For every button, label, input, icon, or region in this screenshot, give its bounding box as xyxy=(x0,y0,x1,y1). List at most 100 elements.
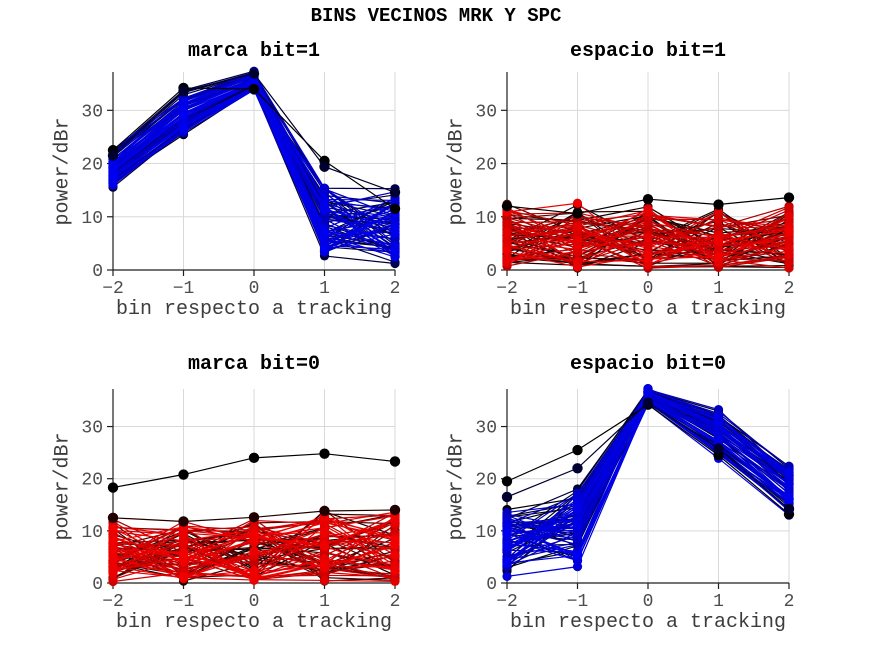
x-tick-label: −2 xyxy=(496,279,518,299)
data-marker xyxy=(572,520,583,530)
data-marker xyxy=(319,521,330,531)
data-marker xyxy=(572,208,583,219)
data-marker xyxy=(178,85,189,97)
subplot-marca-bit0: 0 10 20 30 −2 −1 0 1 2 xyxy=(81,389,400,612)
data-marker xyxy=(178,516,189,527)
data-marker xyxy=(249,535,259,545)
data-marker xyxy=(319,558,330,569)
data-marker xyxy=(108,569,118,579)
subplot-espacio-bit0: 0 10 20 30 −2 −1 0 1 2 xyxy=(475,384,794,612)
data-marker xyxy=(178,547,189,557)
data-marker xyxy=(178,557,189,567)
data-marker xyxy=(248,68,260,79)
y-tick-label: 20 xyxy=(475,471,497,491)
y-axis-label: power/dBr xyxy=(51,116,75,226)
data-marker xyxy=(713,199,724,210)
x-tick-label: 2 xyxy=(784,279,795,299)
y-tick-label: 20 xyxy=(475,156,497,176)
data-marker xyxy=(502,219,512,229)
x-tick-label: 1 xyxy=(319,279,330,299)
data-marker xyxy=(108,524,118,534)
data-marker xyxy=(643,232,653,242)
data-marker xyxy=(643,254,653,264)
data-marker xyxy=(390,576,400,586)
data-marker xyxy=(783,503,795,515)
data-marker xyxy=(713,207,724,217)
data-marker xyxy=(713,222,724,232)
data-marker xyxy=(784,244,794,254)
data-marker xyxy=(390,565,400,576)
data-marker xyxy=(572,235,583,246)
x-tick-label: 0 xyxy=(249,592,260,612)
data-marker xyxy=(107,150,119,161)
data-marker xyxy=(319,448,330,459)
x-tick-label: 0 xyxy=(249,279,260,299)
subplot-title-marca-bit1: marca bit=1 xyxy=(187,40,321,63)
data-marker xyxy=(390,535,400,545)
data-marker xyxy=(642,194,654,205)
y-tick-label: 30 xyxy=(475,102,497,122)
data-marker xyxy=(249,573,259,584)
y-tick-label: 0 xyxy=(92,262,103,282)
subplot-espacio-bit1: 0 10 20 30 −2 −1 0 1 2 xyxy=(475,72,794,299)
data-marker xyxy=(572,221,583,231)
data-marker xyxy=(178,534,189,544)
data-marker xyxy=(501,476,513,487)
y-axis-label-wrap: power/dBr xyxy=(442,389,472,583)
x-tick-label: −1 xyxy=(173,592,195,612)
x-tick-label: −2 xyxy=(102,279,124,299)
data-marker xyxy=(643,217,653,227)
data-marker xyxy=(249,546,259,556)
y-tick-label: 0 xyxy=(486,262,497,282)
data-marker xyxy=(390,246,400,256)
data-marker xyxy=(643,206,653,217)
x-axis-label: bin respecto a tracking xyxy=(509,611,787,634)
data-marker xyxy=(713,215,724,225)
y-tick-label: 10 xyxy=(475,209,497,229)
data-marker xyxy=(572,444,583,456)
data-marker xyxy=(178,122,189,132)
x-tick-label: 0 xyxy=(643,592,654,612)
data-marker xyxy=(713,251,724,262)
data-marker xyxy=(502,558,512,568)
data-marker xyxy=(319,214,330,224)
x-tick-label: −1 xyxy=(173,279,195,299)
data-marker xyxy=(389,456,401,467)
y-axis-label-wrap: power/dBr xyxy=(442,72,472,270)
data-marker xyxy=(502,256,512,266)
data-marker xyxy=(784,227,794,237)
data-marker xyxy=(784,467,794,478)
y-tick-label: 10 xyxy=(475,523,497,543)
x-axis-label: bin respecto a tracking xyxy=(115,298,393,321)
data-marker xyxy=(502,571,512,581)
data-marker xyxy=(178,110,189,120)
data-marker xyxy=(784,202,794,212)
data-marker xyxy=(319,541,330,551)
y-tick-label: 10 xyxy=(81,209,103,229)
data-marker xyxy=(713,416,724,426)
data-marker xyxy=(248,83,260,95)
data-marker xyxy=(319,528,330,538)
subplot-title-espacio-bit0: espacio bit=0 xyxy=(569,353,727,376)
subplot-title-marca-bit0: marca bit=0 xyxy=(187,353,321,376)
data-marker xyxy=(572,527,583,537)
x-axis-label: bin respecto a tracking xyxy=(115,611,393,634)
data-marker xyxy=(784,480,794,490)
data-marker xyxy=(501,491,513,503)
data-marker xyxy=(178,572,189,582)
data-marker xyxy=(502,227,512,237)
data-marker xyxy=(248,452,260,464)
data-marker xyxy=(249,559,259,569)
data-marker xyxy=(390,550,400,560)
x-tick-label: −1 xyxy=(567,279,589,299)
data-marker xyxy=(572,243,583,253)
data-marker xyxy=(319,505,330,517)
x-tick-label: 2 xyxy=(390,592,401,612)
y-tick-label: 20 xyxy=(81,471,103,491)
y-tick-label: 30 xyxy=(81,419,103,439)
data-marker xyxy=(249,566,259,576)
data-marker xyxy=(572,501,583,511)
y-tick-label: 10 xyxy=(81,523,103,543)
